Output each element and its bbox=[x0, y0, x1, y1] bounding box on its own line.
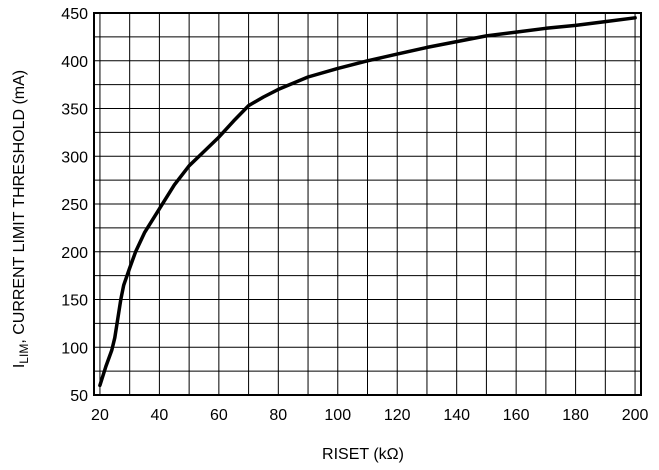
grid-lines bbox=[94, 12, 641, 396]
x-tick-label: 60 bbox=[210, 407, 228, 424]
x-tick-labels: 20 40 60 80 100 120 140 160 180 200 bbox=[91, 407, 648, 424]
y-axis-label-subscript: LIM bbox=[17, 344, 31, 364]
x-tick-label: 160 bbox=[503, 407, 530, 424]
y-tick-labels: 50 100 150 200 250 300 350 400 450 bbox=[61, 6, 88, 405]
y-tick-label: 250 bbox=[61, 197, 88, 214]
y-tick-label: 150 bbox=[61, 293, 88, 310]
y-axis-label-prefix: I bbox=[11, 364, 28, 368]
y-tick-label: 50 bbox=[70, 388, 88, 405]
y-tick-label: 450 bbox=[61, 6, 88, 23]
x-tick-label: 180 bbox=[562, 407, 589, 424]
x-tick-label: 120 bbox=[384, 407, 411, 424]
series-line bbox=[98, 16, 637, 388]
plot-frame bbox=[93, 12, 642, 396]
y-tick-label: 400 bbox=[61, 54, 88, 71]
y-axis-label: ILIM, CURRENT LIMIT THRESHOLD (mA) bbox=[11, 70, 31, 368]
x-tick-label: 40 bbox=[151, 407, 169, 424]
x-tick-label: 80 bbox=[269, 407, 287, 424]
y-axis-label-suffix: , CURRENT LIMIT THRESHOLD (mA) bbox=[11, 70, 28, 344]
plot-border bbox=[93, 12, 642, 396]
x-tick-label: 200 bbox=[622, 407, 649, 424]
y-tick-label: 200 bbox=[61, 245, 88, 262]
x-tick-label: 20 bbox=[91, 407, 109, 424]
y-tick-label: 300 bbox=[61, 149, 88, 166]
series-layer bbox=[98, 16, 637, 388]
x-tick-label: 140 bbox=[443, 407, 470, 424]
y-tick-label: 350 bbox=[61, 102, 88, 119]
x-tick-label: 100 bbox=[324, 407, 351, 424]
y-tick-label: 100 bbox=[61, 340, 88, 357]
x-axis-label: RISET (kΩ) bbox=[322, 446, 404, 463]
